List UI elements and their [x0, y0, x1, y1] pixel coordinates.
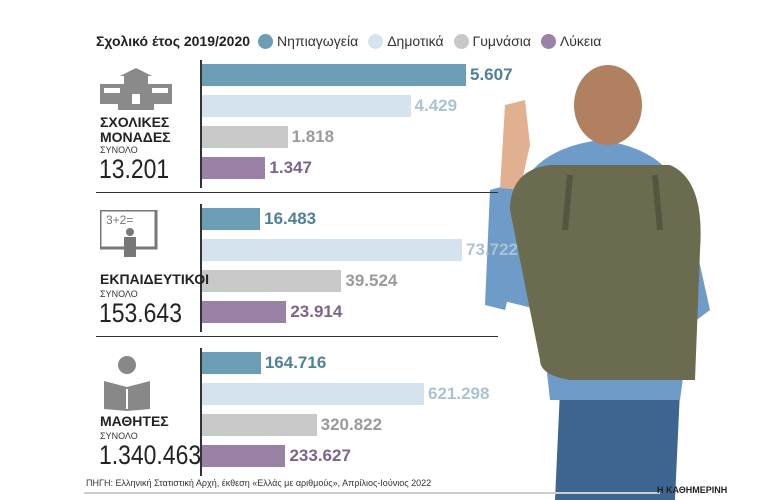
axis-line	[200, 60, 202, 188]
group-label: ΣΧΟΛΙΚΕΣ ΜΟΝΑΔΕΣ	[100, 114, 171, 145]
data-label: 1.818	[291, 127, 335, 146]
total-label: ΣΥΝΟΛΟ	[100, 145, 138, 155]
school-building-icon	[100, 68, 172, 110]
data-label: 621.298	[428, 384, 490, 403]
bar-Γυμνάσια	[202, 126, 288, 148]
legend-swatch	[453, 33, 469, 49]
group-total: 153.643	[99, 298, 182, 328]
legend-label: Γυμνάσια	[472, 33, 531, 49]
group-label: ΕΚΠΑΙΔΕΥΤΙΚΟΙ	[100, 271, 209, 287]
bar-Δημοτικά	[202, 239, 462, 261]
bar-Λύκεια	[202, 445, 286, 467]
legend: Σχολικό έτος 2019/2020 Νηπιαγωγεία Δημοτι…	[96, 33, 611, 49]
bar-Λύκεια	[202, 157, 266, 179]
bar-Δημοτικά	[202, 95, 411, 117]
bar-Γυμνάσια	[202, 414, 317, 436]
axis-line	[200, 348, 202, 476]
data-label: 164.716	[264, 353, 327, 372]
bar-Νηπιαγωγεία	[202, 352, 261, 374]
bar-Δημοτικά	[202, 383, 424, 405]
group-total: 1.340.463	[99, 440, 202, 470]
teacher-blackboard-icon: 3+2=	[100, 210, 158, 257]
group-label: ΜΑΘΗΤΕΣ	[100, 413, 169, 429]
data-label: 5.607	[470, 65, 513, 84]
bar-Λύκεια	[202, 301, 287, 323]
legend-item: Νηπιαγωγεία	[258, 33, 358, 49]
legend-swatch	[540, 33, 556, 49]
data-label: 4.429	[414, 96, 458, 115]
data-label: 233.627	[289, 446, 351, 465]
axis-line	[200, 204, 202, 332]
data-label: 320.822	[320, 415, 383, 434]
legend-item: Γυμνάσια	[453, 33, 531, 49]
divider	[96, 336, 498, 337]
total-label: ΣΥΝΟΛΟ	[100, 431, 138, 441]
legend-label: Δημοτικά	[387, 33, 444, 49]
legend-label: Λύκεια	[559, 33, 602, 49]
legend-swatch	[258, 33, 274, 49]
group-total: 13.201	[99, 154, 170, 184]
data-label: 39.524	[345, 271, 398, 290]
legend-item: Λύκεια	[540, 33, 602, 49]
divider	[84, 492, 660, 494]
data-label: 73.722	[466, 240, 518, 259]
legend-label: Νηπιαγωγεία	[277, 33, 359, 49]
legend-swatch	[368, 33, 384, 49]
divider	[96, 192, 498, 193]
data-label: 1.347	[269, 158, 312, 177]
bar-Γυμνάσια	[202, 270, 342, 292]
total-label: ΣΥΝΟΛΟ	[100, 289, 138, 299]
student-photo	[485, 65, 710, 500]
chart-title: Σχολικό έτος 2019/2020	[96, 33, 251, 49]
source-note: ΠΗΓΗ: Ελληνική Στατιστική Αρχή, έκθεση «…	[86, 478, 432, 488]
legend-item: Δημοτικά	[368, 33, 444, 49]
publisher-logo: Η ΚΑΘΗΜΕΡΙΝΗ	[657, 485, 728, 495]
bar-Νηπιαγωγεία	[202, 208, 261, 230]
bar-Νηπιαγωγεία	[202, 64, 466, 86]
svg-text:3+2=: 3+2=	[106, 213, 133, 227]
student-reading-icon	[104, 356, 150, 411]
data-label: 23.914	[290, 302, 343, 321]
data-label: 16.483	[264, 209, 317, 228]
